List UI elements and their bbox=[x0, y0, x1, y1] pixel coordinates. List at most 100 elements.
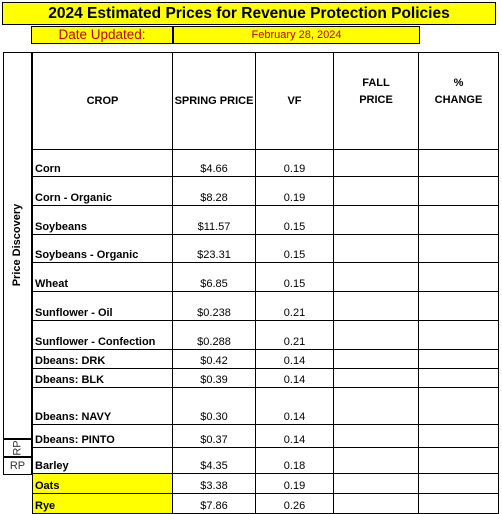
crop-cell[interactable]: Dbeans: NAVY bbox=[32, 387, 173, 425]
crop-cell[interactable]: Sunflower - Confection bbox=[32, 320, 173, 350]
header-fall-price-line1: FALL bbox=[362, 77, 390, 89]
fall-price-cell[interactable] bbox=[333, 205, 419, 235]
table-row: Corn - Organic $8.28 0.19 bbox=[32, 176, 499, 206]
table-row: Dbeans: NAVY $0.30 0.14 bbox=[32, 387, 499, 425]
crop-cell[interactable]: Dbeans: BLK bbox=[32, 368, 173, 388]
fall-price-cell[interactable] bbox=[333, 291, 419, 321]
fall-price-cell[interactable] bbox=[333, 473, 419, 494]
vf-cell[interactable]: 0.21 bbox=[255, 291, 334, 321]
spring-price-cell[interactable]: $8.28 bbox=[172, 176, 256, 206]
table-row: Barley $4.35 0.18 bbox=[32, 447, 499, 474]
fall-price-cell[interactable] bbox=[333, 320, 419, 350]
fall-price-cell[interactable] bbox=[333, 262, 419, 292]
pct-change-cell[interactable] bbox=[418, 349, 499, 369]
fall-price-cell[interactable] bbox=[333, 447, 419, 474]
rp-label-rye-text: RP bbox=[9, 460, 26, 472]
spring-price-cell[interactable]: $0.30 bbox=[172, 387, 256, 425]
price-discovery-label: Price Discovery bbox=[11, 203, 23, 287]
spring-price-cell[interactable]: $0.37 bbox=[172, 424, 256, 448]
vf-cell[interactable]: 0.18 bbox=[255, 447, 334, 474]
header-pct-change-line1: % bbox=[453, 77, 464, 89]
spring-price-cell[interactable]: $0.238 bbox=[172, 291, 256, 321]
pct-change-cell[interactable] bbox=[418, 234, 499, 263]
vf-cell[interactable]: 0.21 bbox=[255, 320, 334, 350]
header-spring-price: SPRING PRICE bbox=[172, 52, 256, 150]
pct-change-cell[interactable] bbox=[418, 176, 499, 206]
crop-cell[interactable]: Corn bbox=[32, 149, 173, 177]
vf-cell[interactable]: 0.14 bbox=[255, 387, 334, 425]
spring-price-cell[interactable]: $6.85 bbox=[172, 262, 256, 292]
crop-cell[interactable]: Wheat bbox=[32, 262, 173, 292]
table-row: Wheat $6.85 0.15 bbox=[32, 262, 499, 292]
date-updated-label: Date Updated: bbox=[31, 26, 173, 44]
pct-change-cell[interactable] bbox=[418, 447, 499, 474]
table-row: Oats $3.38 0.19 bbox=[32, 473, 499, 494]
page-title: 2024 Estimated Prices for Revenue Protec… bbox=[2, 2, 496, 25]
fall-price-cell[interactable] bbox=[333, 387, 419, 425]
vf-cell[interactable]: 0.19 bbox=[255, 149, 334, 177]
crop-cell[interactable]: Sunflower - Oil bbox=[32, 291, 173, 321]
crop-cell[interactable]: Rye bbox=[32, 493, 173, 514]
vf-cell[interactable]: 0.15 bbox=[255, 205, 334, 235]
header-pct-change-line2: CHANGE bbox=[434, 94, 483, 106]
pct-change-cell[interactable] bbox=[418, 473, 499, 494]
price-table: CROP SPRING PRICE VF FALL PRICE % CHANGE… bbox=[32, 52, 499, 514]
crop-cell[interactable]: Dbeans: PINTO bbox=[32, 424, 173, 448]
spring-price-cell[interactable]: $3.38 bbox=[172, 473, 256, 494]
pct-change-cell[interactable] bbox=[418, 424, 499, 448]
header-pct-change: % CHANGE bbox=[418, 52, 499, 150]
vf-cell[interactable]: 0.19 bbox=[255, 176, 334, 206]
spring-price-cell[interactable]: $4.66 bbox=[172, 149, 256, 177]
crop-cell[interactable]: Corn - Organic bbox=[32, 176, 173, 206]
spring-price-cell[interactable]: $4.35 bbox=[172, 447, 256, 474]
vf-cell[interactable]: 0.19 bbox=[255, 473, 334, 494]
header-row: CROP SPRING PRICE VF FALL PRICE % CHANGE bbox=[32, 52, 499, 150]
vf-cell[interactable]: 0.14 bbox=[255, 424, 334, 448]
fall-price-cell[interactable] bbox=[333, 368, 419, 388]
table-row: Soybeans $11.57 0.15 bbox=[32, 205, 499, 235]
price-discovery-group bbox=[3, 52, 32, 439]
fall-price-cell[interactable] bbox=[333, 424, 419, 448]
spring-price-cell[interactable]: $0.288 bbox=[172, 320, 256, 350]
vf-cell[interactable]: 0.14 bbox=[255, 368, 334, 388]
crop-cell[interactable]: Barley bbox=[32, 447, 173, 474]
date-updated-value[interactable]: February 28, 2024 bbox=[173, 26, 420, 44]
header-fall-price-line2: PRICE bbox=[359, 94, 393, 106]
crop-cell[interactable]: Dbeans: DRK bbox=[32, 349, 173, 369]
rp-label-oats: RP bbox=[3, 439, 32, 457]
table-row: Dbeans: DRK $0.42 0.14 bbox=[32, 349, 499, 369]
fall-price-cell[interactable] bbox=[333, 234, 419, 263]
table-row: Soybeans - Organic $23.31 0.15 bbox=[32, 234, 499, 263]
fall-price-cell[interactable] bbox=[333, 176, 419, 206]
pct-change-cell[interactable] bbox=[418, 368, 499, 388]
pct-change-cell[interactable] bbox=[418, 291, 499, 321]
spring-price-cell[interactable]: $11.57 bbox=[172, 205, 256, 235]
rp-label-oats-text: RP bbox=[11, 440, 24, 456]
crop-cell[interactable]: Soybeans - Organic bbox=[32, 234, 173, 263]
pct-change-cell[interactable] bbox=[418, 205, 499, 235]
fall-price-cell[interactable] bbox=[333, 149, 419, 177]
header-vf: VF bbox=[255, 52, 334, 150]
pct-change-cell[interactable] bbox=[418, 262, 499, 292]
spring-price-cell[interactable]: $0.42 bbox=[172, 349, 256, 369]
vf-cell[interactable]: 0.15 bbox=[255, 262, 334, 292]
spring-price-cell[interactable]: $7.86 bbox=[172, 493, 256, 514]
vf-cell[interactable]: 0.26 bbox=[255, 493, 334, 514]
spring-price-cell[interactable]: $23.31 bbox=[172, 234, 256, 263]
pct-change-cell[interactable] bbox=[418, 493, 499, 514]
pct-change-cell[interactable] bbox=[418, 387, 499, 425]
vf-cell[interactable]: 0.14 bbox=[255, 349, 334, 369]
table-row: Sunflower - Oil $0.238 0.21 bbox=[32, 291, 499, 321]
header-crop: CROP bbox=[32, 52, 173, 150]
pct-change-cell[interactable] bbox=[418, 149, 499, 177]
rp-label-rye: RP bbox=[3, 457, 32, 475]
crop-cell[interactable]: Oats bbox=[32, 473, 173, 494]
fall-price-cell[interactable] bbox=[333, 349, 419, 369]
vf-cell[interactable]: 0.15 bbox=[255, 234, 334, 263]
spring-price-cell[interactable]: $0.39 bbox=[172, 368, 256, 388]
fall-price-cell[interactable] bbox=[333, 493, 419, 514]
crop-cell[interactable]: Soybeans bbox=[32, 205, 173, 235]
table-row: Corn $4.66 0.19 bbox=[32, 149, 499, 177]
pct-change-cell[interactable] bbox=[418, 320, 499, 350]
table-row: Sunflower - Confection $0.288 0.21 bbox=[32, 320, 499, 350]
